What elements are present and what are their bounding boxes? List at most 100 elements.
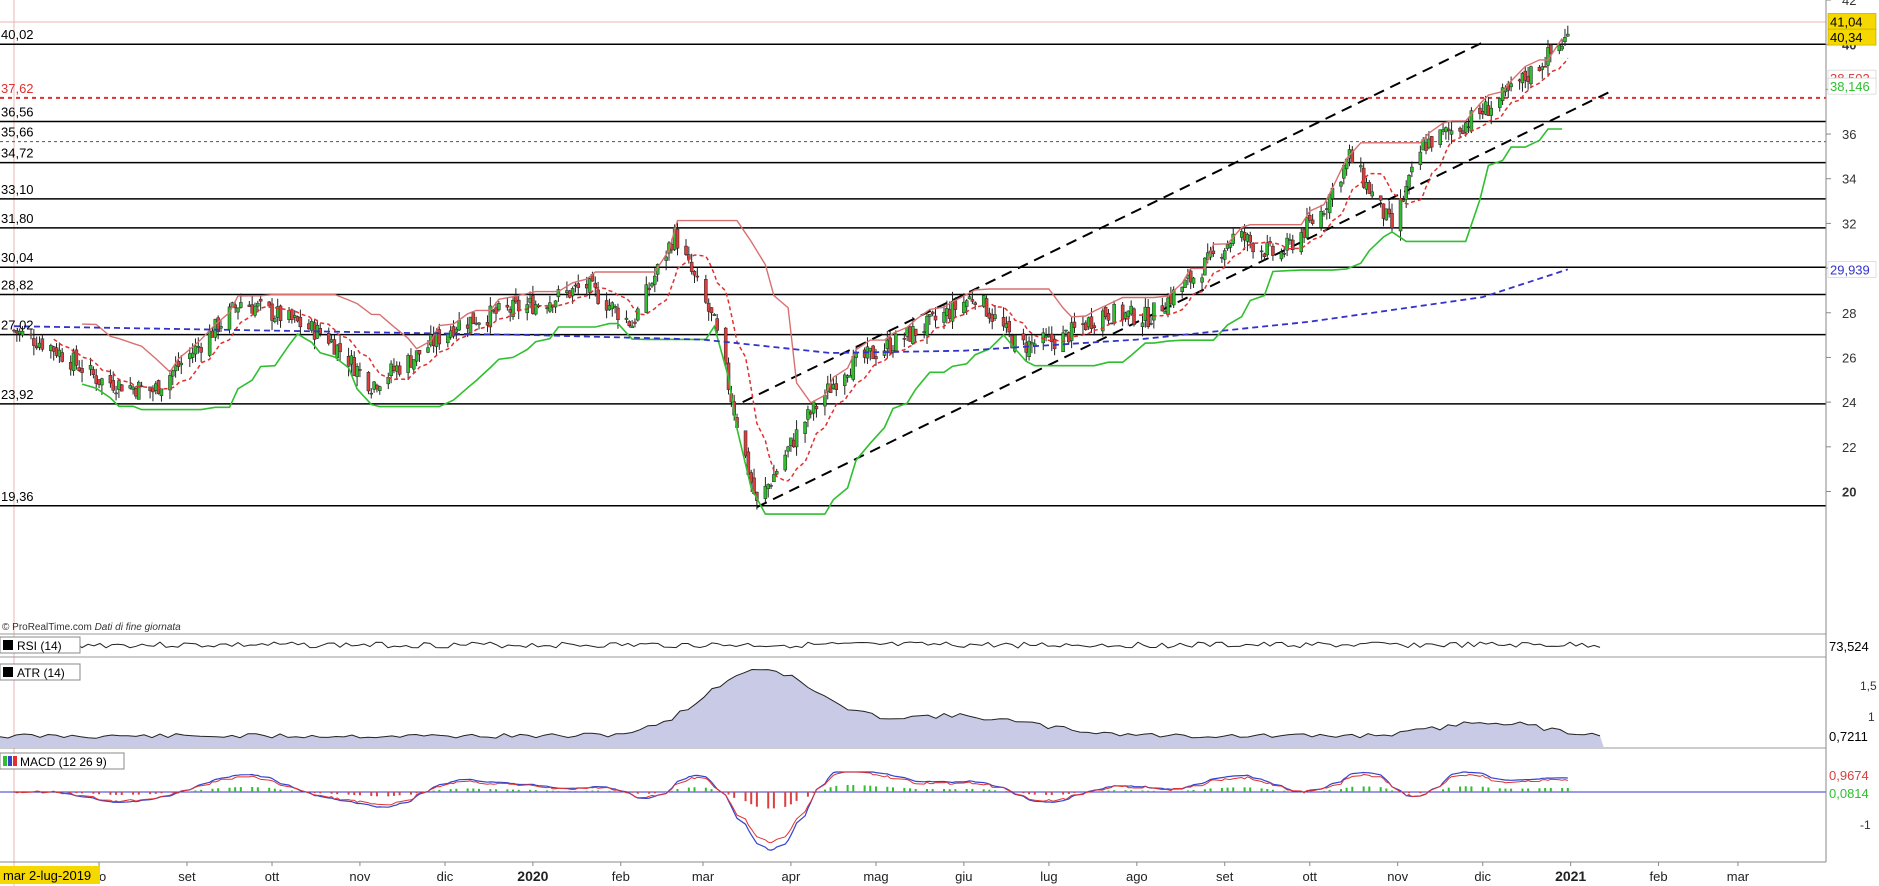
candle bbox=[1370, 183, 1374, 200]
candle-body bbox=[1446, 128, 1451, 131]
candle bbox=[1384, 208, 1389, 221]
right-tick-label: 24 bbox=[1842, 395, 1856, 410]
level-label: 33,10 bbox=[1, 182, 34, 197]
candle-body bbox=[54, 347, 59, 356]
macd-bar bbox=[1152, 790, 1155, 792]
x-tick-label: apr bbox=[782, 869, 801, 884]
macd-bar bbox=[217, 788, 220, 792]
candle-body bbox=[1429, 136, 1434, 148]
macd-bar bbox=[1130, 790, 1133, 792]
macd-bar bbox=[1181, 791, 1184, 792]
candle bbox=[1500, 83, 1505, 105]
macd-bar bbox=[1521, 788, 1524, 792]
candle-body bbox=[505, 304, 510, 308]
macd-bar bbox=[506, 789, 509, 792]
x-tick-label: mar bbox=[692, 869, 715, 884]
candle-body bbox=[843, 374, 847, 386]
macd-bar bbox=[943, 788, 946, 792]
macd-bar bbox=[704, 787, 707, 792]
candle-body bbox=[1143, 306, 1148, 321]
candle-body bbox=[1549, 44, 1553, 54]
right-axis-ticks: 424038363432302826242220 bbox=[1826, 0, 1856, 499]
candle-body bbox=[278, 305, 283, 321]
candle-body bbox=[1126, 310, 1131, 317]
candle bbox=[60, 348, 64, 363]
candle bbox=[1251, 242, 1255, 259]
macd-bar bbox=[1169, 791, 1172, 792]
macd-label-box[interactable] bbox=[0, 752, 125, 770]
candle bbox=[1509, 76, 1513, 92]
macd-bar bbox=[1442, 789, 1445, 792]
candle-body bbox=[128, 385, 133, 389]
macd-bar bbox=[194, 790, 197, 792]
macd-bar bbox=[1073, 792, 1076, 793]
macd-bar bbox=[1022, 792, 1025, 794]
start-date-badge[interactable] bbox=[0, 866, 100, 884]
candle bbox=[743, 430, 748, 459]
candle-body bbox=[1560, 45, 1564, 50]
candle-body bbox=[774, 471, 779, 475]
macd-bar bbox=[1186, 790, 1189, 792]
candle bbox=[1140, 313, 1145, 337]
candle bbox=[576, 274, 580, 295]
candle-body bbox=[922, 331, 926, 334]
macd-bar bbox=[336, 792, 339, 795]
candle-body bbox=[854, 352, 858, 358]
candle-body bbox=[1044, 335, 1048, 338]
candle bbox=[981, 294, 986, 309]
level-label: 40,02 bbox=[1, 27, 34, 42]
candle-body bbox=[1540, 66, 1545, 70]
candle-body bbox=[414, 350, 419, 362]
macd-bar bbox=[132, 792, 135, 795]
candle-body bbox=[1089, 316, 1094, 329]
candle-body bbox=[990, 314, 994, 322]
candle-body bbox=[253, 305, 257, 316]
candle-body bbox=[451, 326, 456, 337]
candle-body bbox=[1486, 105, 1491, 116]
rsi-label-box[interactable] bbox=[0, 636, 81, 654]
macd-bar bbox=[795, 792, 798, 801]
candle bbox=[412, 359, 416, 374]
candle-body bbox=[176, 360, 181, 367]
candle-body bbox=[1027, 340, 1031, 358]
candle-body bbox=[715, 318, 719, 331]
candle-body bbox=[911, 326, 915, 344]
candle-body bbox=[457, 320, 461, 331]
candle-body bbox=[1021, 333, 1026, 341]
macd-bar bbox=[784, 792, 787, 807]
right-tick-label: 20 bbox=[1842, 484, 1856, 499]
x-tick-label: ott bbox=[265, 869, 280, 884]
candle-body bbox=[395, 365, 399, 372]
atr-label-box[interactable] bbox=[0, 663, 81, 681]
macd-bar bbox=[296, 791, 299, 792]
macd-bar bbox=[648, 792, 651, 794]
candle bbox=[1319, 204, 1323, 231]
candle bbox=[1285, 232, 1289, 257]
candle-body bbox=[1537, 66, 1542, 72]
candle-body bbox=[1152, 302, 1156, 321]
atr-line bbox=[0, 668, 1601, 739]
candle bbox=[794, 420, 799, 456]
candle bbox=[168, 369, 172, 400]
candle-body bbox=[803, 421, 807, 434]
candle-body bbox=[692, 270, 697, 276]
candle-body bbox=[309, 321, 314, 331]
candle bbox=[806, 405, 810, 428]
candle-body bbox=[1325, 208, 1329, 210]
level-label: 23,92 bbox=[1, 387, 34, 402]
macd-bar bbox=[1470, 786, 1473, 792]
candle bbox=[414, 350, 419, 367]
candle-body bbox=[627, 321, 632, 326]
candle-body bbox=[494, 307, 498, 314]
candle-body bbox=[426, 347, 430, 353]
macd-bar bbox=[812, 792, 815, 794]
candle bbox=[1228, 242, 1233, 253]
macd-bar bbox=[1141, 790, 1144, 792]
candle-body bbox=[20, 330, 25, 336]
candle bbox=[1262, 252, 1267, 261]
candle bbox=[1449, 121, 1454, 144]
candle bbox=[179, 355, 184, 375]
candle-body bbox=[51, 346, 56, 352]
candle bbox=[1469, 107, 1474, 134]
